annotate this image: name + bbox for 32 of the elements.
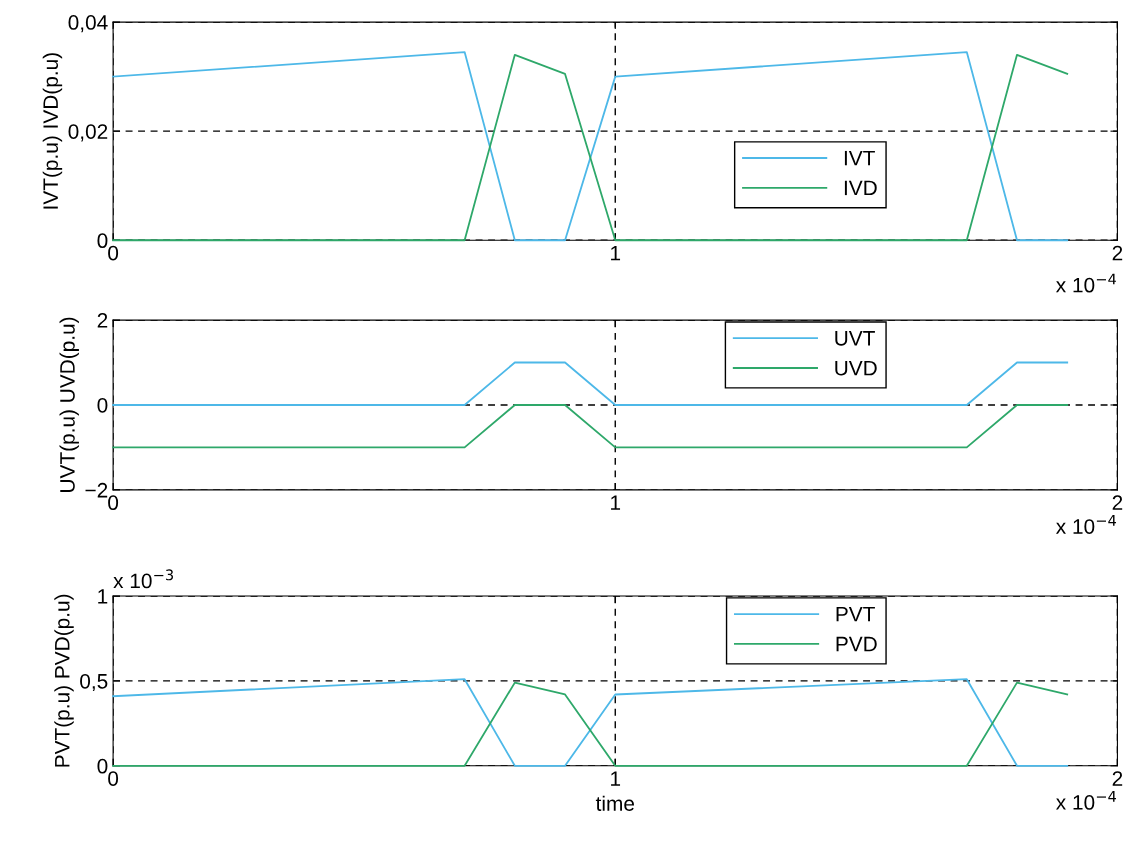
legend-label: IVT	[844, 150, 875, 166]
text: x 10$^{−3}$	[113, 569, 174, 589]
y-tick-label: 0	[97, 397, 108, 413]
y-tick-label: 0,04	[68, 15, 108, 33]
x-tick-label: 1	[611, 771, 621, 786]
y-axis-title: UVT(p.u) UVD(p.u)	[59, 317, 79, 492]
y-tick-label: 0,5	[80, 673, 108, 692]
x-tick-label: 1	[611, 245, 621, 261]
legend-label: PVD	[836, 636, 877, 652]
y-axis-title: PVT(p.u) PVD(p.u)	[54, 594, 74, 767]
y-tick-label: 2	[97, 313, 108, 328]
y-tick-label: 1	[98, 589, 108, 604]
legend-label: UVD	[835, 360, 877, 376]
x-tick-label: 2	[1112, 495, 1123, 510]
y-tick-label: 0,02	[68, 124, 108, 142]
x-tick-label: 2	[1112, 245, 1123, 261]
x-tick-label: 2	[1112, 771, 1123, 786]
x-tick-label: 0	[108, 245, 119, 261]
x-tick-label: 1	[611, 495, 621, 510]
y-tick-label: 0	[97, 758, 108, 774]
legend-label: IVD	[844, 180, 877, 196]
legend-label: PVT	[836, 607, 875, 622]
y-tick-label: 0	[97, 233, 108, 249]
y-axis-title: IVT(p.u) IVD(p.u)	[42, 53, 63, 209]
text: x 10$^{−4}$	[1056, 515, 1117, 534]
text: x 10$^{−4}$	[1056, 273, 1117, 293]
x-tick-label: 0	[108, 771, 119, 786]
legend-label: UVT	[835, 331, 875, 346]
y-tick-label: −2	[85, 482, 108, 498]
x-axis-title: time	[595, 795, 635, 811]
text: x 10$^{−4}$	[1056, 791, 1117, 810]
x-tick-label: 0	[108, 495, 119, 511]
